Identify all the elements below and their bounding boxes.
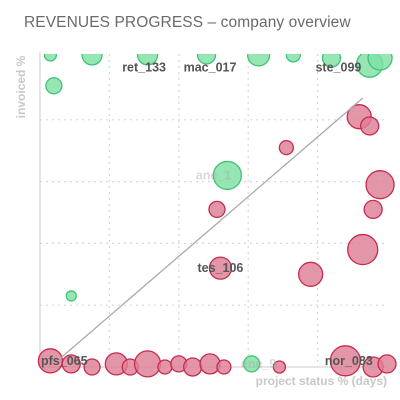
point-label-ane-1: ane_1 [196, 168, 231, 182]
x-axis-label: project status % (days) [256, 374, 387, 388]
bubble-under [378, 355, 396, 373]
bubble-under [299, 262, 323, 286]
bubble-under [135, 351, 161, 377]
y-axis-label: invoiced % [14, 55, 28, 118]
point-label-pfs-065: pfs_065 [41, 354, 88, 368]
bubble-under [348, 235, 378, 265]
bubble-under [209, 201, 225, 217]
bubble-under [361, 117, 379, 135]
bubble-under [217, 360, 231, 374]
bubble-under [158, 360, 172, 374]
bubble-over [46, 78, 62, 94]
point-labels: ret_133 mac_017 ste_099 tes_106 pfs_065 nor_0… [41, 60, 373, 371]
bubble-series [38, 44, 396, 377]
point-label-ret-133: ret_133 [122, 60, 166, 74]
point-label-mac-017: mac_017 [184, 60, 237, 74]
bubble-over [248, 44, 270, 66]
bubble-under [184, 358, 202, 376]
bubble-over [44, 49, 56, 61]
point-label-tes-106: tes_106 [198, 261, 244, 275]
bubble-over [82, 45, 102, 65]
bubble-over [368, 46, 392, 70]
point-label-nor-083: nor_083 [325, 354, 373, 368]
reference-line [57, 98, 362, 361]
bubble-under [366, 171, 394, 199]
bubble-over [66, 291, 76, 301]
point-label-ste-099: ste_099 [315, 60, 361, 74]
bubble-under [364, 200, 382, 218]
point-label-ene-9: ene_9 [241, 357, 276, 371]
bubble-under [279, 141, 293, 155]
bubble-over [286, 48, 300, 62]
